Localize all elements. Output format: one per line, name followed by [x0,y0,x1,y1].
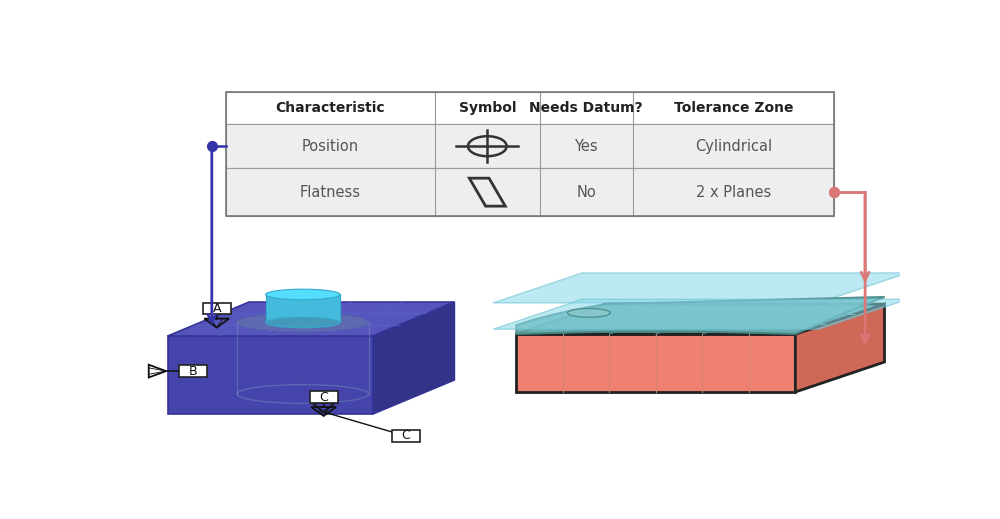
Bar [226,92,834,216]
Text: No: No [576,185,596,200]
Polygon shape [168,336,373,414]
Polygon shape [516,334,795,392]
FancyBboxPatch shape [310,391,338,403]
Text: Position: Position [302,139,359,154]
Text: C: C [319,390,328,403]
Text: Yes: Yes [574,139,598,154]
Text: Characteristic: Characteristic [276,101,385,115]
FancyBboxPatch shape [203,303,231,314]
Text: A: A [212,302,221,315]
Bar [226,92,834,124]
Text: Needs Datum?: Needs Datum? [529,101,643,115]
Polygon shape [493,299,908,329]
Polygon shape [168,302,454,336]
FancyBboxPatch shape [179,365,207,377]
Polygon shape [493,273,908,303]
Polygon shape [516,304,885,334]
Ellipse shape [266,317,340,327]
Polygon shape [266,294,340,322]
Text: 2 x Planes: 2 x Planes [696,185,771,200]
Text: Tolerance Zone: Tolerance Zone [674,101,793,115]
Text: B: B [189,364,198,378]
FancyBboxPatch shape [392,430,420,442]
Bar [226,124,834,168]
Polygon shape [373,302,454,414]
Text: Symbol: Symbol [459,101,516,115]
Text: C: C [401,429,410,442]
Ellipse shape [568,308,610,317]
Text: Cylindrical: Cylindrical [695,139,772,154]
Polygon shape [516,297,885,334]
Ellipse shape [266,289,340,300]
Bar [226,168,834,216]
Ellipse shape [237,313,369,332]
Polygon shape [795,304,885,392]
Text: Flatness: Flatness [300,185,361,200]
